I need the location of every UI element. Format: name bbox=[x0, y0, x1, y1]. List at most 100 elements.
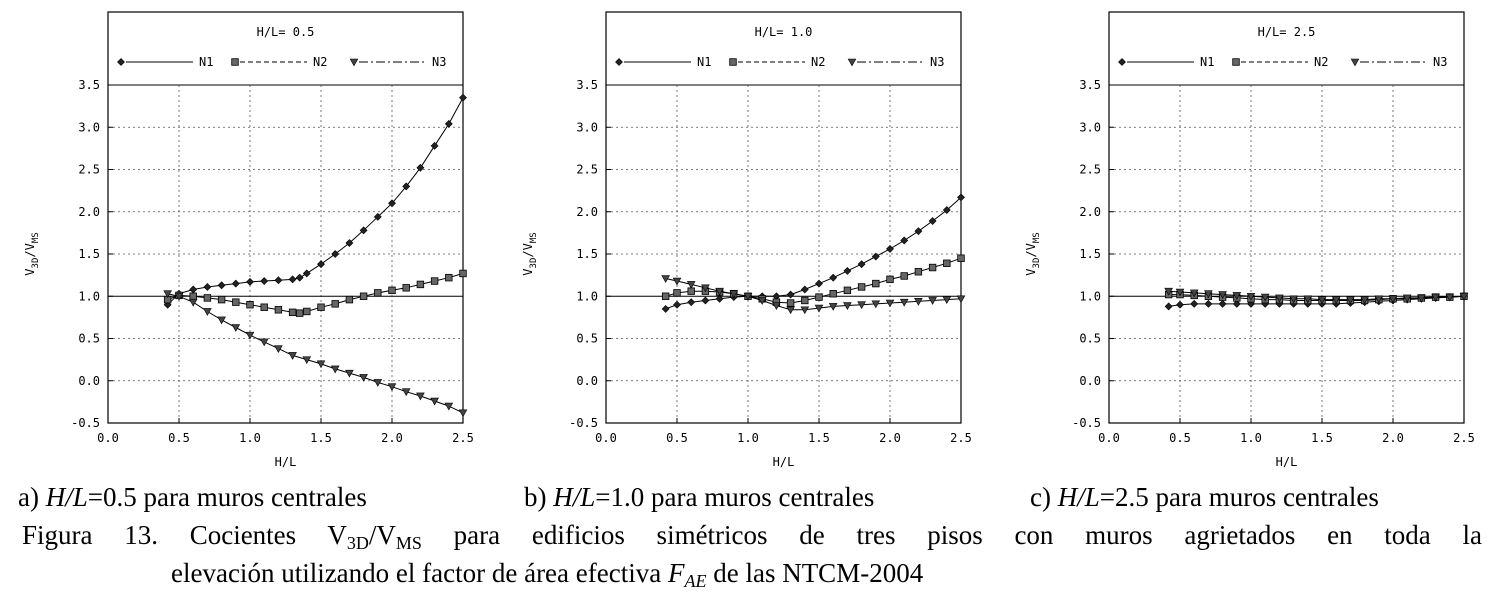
data-point-n3 bbox=[163, 290, 172, 299]
figure-caption-line2: elevación utilizando el factor de área e… bbox=[171, 558, 924, 591]
chart-panel-a: H/L= 0.5N1 N2 N30.0 0.5 1.0 1.5 2.0 2.5-0.50.00… bbox=[23, 11, 474, 469]
data-point-n1 bbox=[715, 294, 724, 303]
legend-label-n2: N2 bbox=[811, 55, 825, 69]
data-point-n1 bbox=[829, 273, 838, 282]
legend-label-n3: N3 bbox=[930, 55, 944, 69]
y-tick-label: 0.0 bbox=[78, 374, 100, 388]
data-point-n2 bbox=[900, 272, 908, 280]
y-tick-label: 2.0 bbox=[78, 205, 100, 219]
data-point-n1 bbox=[914, 227, 923, 236]
data-point-n1 bbox=[345, 239, 354, 247]
chart-frame bbox=[1108, 11, 1465, 424]
data-point-n2 bbox=[445, 273, 453, 282]
data-point-n1 bbox=[687, 298, 696, 307]
caption-line2b: de las NTCM-2004 bbox=[706, 558, 924, 588]
data-point-n3 bbox=[715, 287, 724, 296]
chart-title: H/L= 0.5 bbox=[257, 25, 315, 39]
data-point-n1 bbox=[673, 300, 681, 309]
figure-caption-line1: Figura 13. Cocientes V3D/VMS para edific… bbox=[22, 520, 1482, 553]
charts-svg: H/L= 0.5N1 N2 N30.0 0.5 1.0 1.5 2.0 2.5-0.50.00… bbox=[23, 11, 1475, 469]
data-point-n1 bbox=[246, 277, 254, 286]
data-point-n3 bbox=[828, 303, 838, 311]
data-point-n2 bbox=[801, 296, 809, 305]
subcaption-a-var: H/L bbox=[45, 482, 88, 512]
data-point-n3 bbox=[416, 392, 425, 401]
data-point-n1 bbox=[1232, 299, 1241, 308]
data-point-n1 bbox=[217, 281, 226, 290]
legend-marker-n2 bbox=[1232, 58, 1240, 66]
data-point-n3 bbox=[302, 356, 312, 365]
subcaption-c-text: =2.5 para muros centrales bbox=[1099, 482, 1379, 512]
x-tick-label: 0.5 bbox=[168, 431, 190, 445]
data-point-n2 bbox=[430, 277, 439, 285]
data-point-n1 bbox=[317, 260, 325, 269]
data-point-n3 bbox=[203, 308, 212, 316]
x-tick-label: 2.0 bbox=[1382, 431, 1404, 445]
y-tick-label: 2.5 bbox=[576, 163, 598, 177]
data-point-n1 bbox=[1176, 300, 1184, 309]
y-tick-label: 2.5 bbox=[78, 163, 100, 177]
data-point-n3 bbox=[786, 306, 795, 315]
data-point-n3 bbox=[401, 388, 411, 397]
data-point-n3 bbox=[1275, 294, 1284, 303]
chart-frame bbox=[107, 11, 464, 424]
data-point-n3 bbox=[743, 292, 753, 301]
data-point-n1 bbox=[886, 245, 894, 253]
data-point-n2 bbox=[217, 295, 226, 304]
data-point-n2 bbox=[661, 292, 670, 300]
data-point-n2 bbox=[687, 287, 695, 295]
y-tick-label: 1.0 bbox=[576, 289, 598, 303]
y-tick-label: 3.5 bbox=[576, 78, 598, 92]
data-point-n1 bbox=[302, 269, 311, 278]
subcaption-b: b) H/L=1.0 para muros centrales bbox=[524, 482, 874, 513]
data-point-n3 bbox=[1246, 292, 1256, 301]
data-point-n2 bbox=[359, 292, 368, 300]
data-point-n1 bbox=[388, 199, 396, 208]
data-point-n1 bbox=[1190, 299, 1199, 308]
data-point-n3 bbox=[800, 306, 810, 315]
legend-marker-n2 bbox=[231, 58, 239, 66]
data-point-n1 bbox=[800, 285, 809, 294]
data-point-n3 bbox=[661, 275, 670, 283]
x-tick-label: 1.5 bbox=[310, 431, 332, 445]
data-point-n2 bbox=[928, 263, 937, 272]
data-point-n3 bbox=[359, 374, 368, 382]
y-tick-label: -0.5 bbox=[71, 416, 100, 430]
data-point-n2 bbox=[303, 307, 311, 316]
y-tick-label: 3.0 bbox=[576, 120, 598, 134]
legend-label-n1: N1 bbox=[1200, 55, 1214, 69]
data-point-n1 bbox=[288, 275, 297, 284]
data-point-n2 bbox=[459, 269, 467, 278]
data-point-n3 bbox=[231, 324, 241, 332]
data-point-n3 bbox=[772, 302, 781, 310]
data-point-n2 bbox=[914, 268, 923, 276]
data-point-n3 bbox=[956, 295, 966, 304]
data-point-n3 bbox=[672, 277, 682, 286]
data-point-n1 bbox=[260, 277, 269, 285]
x-tick-label: 1.5 bbox=[808, 431, 830, 445]
data-point-n1 bbox=[1204, 299, 1213, 308]
data-point-n3 bbox=[1388, 295, 1398, 304]
data-point-n3 bbox=[899, 298, 909, 307]
caption-var-sub: AE bbox=[684, 571, 707, 591]
y-tick-label: 3.5 bbox=[1079, 78, 1101, 92]
data-point-n2 bbox=[374, 289, 382, 297]
data-point-n2 bbox=[232, 298, 240, 306]
caption-sub2: MS bbox=[395, 533, 422, 553]
data-point-n3 bbox=[274, 345, 283, 354]
y-tick-label: 1.0 bbox=[1079, 289, 1101, 303]
data-point-n3 bbox=[1189, 289, 1199, 298]
subcaption-a-text: =0.5 para muros centrales bbox=[87, 482, 367, 512]
data-point-n1 bbox=[942, 206, 951, 214]
y-tick-label: 2.0 bbox=[576, 205, 598, 219]
data-point-n1 bbox=[203, 283, 212, 291]
subcaption-a: a) H/L=0.5 para muros centrales bbox=[18, 482, 367, 513]
data-point-n3 bbox=[871, 300, 881, 309]
caption-line2a: elevación utilizando el factor de área e… bbox=[171, 558, 668, 588]
y-axis-label: V3D/VMS bbox=[521, 232, 539, 275]
data-point-n3 bbox=[1459, 292, 1469, 301]
data-point-n3 bbox=[1204, 290, 1213, 299]
chart-title: H/L= 2.5 bbox=[1258, 25, 1316, 39]
data-point-n1 bbox=[815, 279, 823, 288]
data-point-n2 bbox=[317, 303, 325, 311]
